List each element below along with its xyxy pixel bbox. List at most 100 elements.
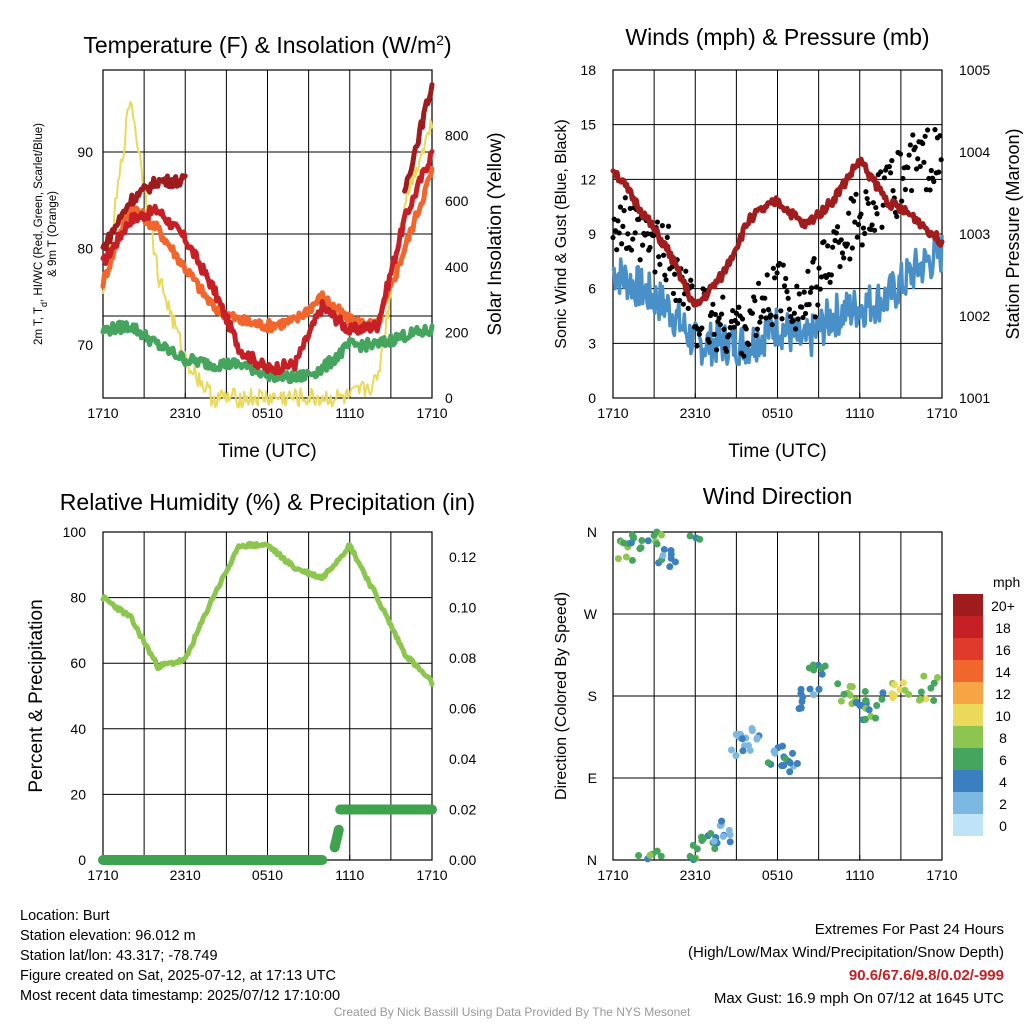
wind-gust-point: [615, 218, 621, 224]
wind-y2tick-label: 1003: [959, 226, 990, 242]
wind-gust-point: [730, 308, 736, 314]
wind-ytick-label: 9: [588, 226, 596, 242]
wind-gust-point: [926, 175, 932, 182]
wind-ytick-label: 3: [588, 335, 596, 351]
wind-gust-point: [774, 270, 780, 276]
wind-gust-point: [794, 283, 800, 289]
wind-gust-point: [833, 230, 839, 236]
wind-gust-point: [739, 316, 746, 322]
wind-gust-point: [825, 243, 831, 249]
wind-gust-point: [779, 316, 785, 322]
dir-point: [922, 695, 930, 703]
dir-point: [628, 556, 636, 564]
dir-point: [878, 695, 886, 703]
rh-ytick-label: 0: [78, 852, 86, 868]
dir-panel-xtick-label: 1710: [926, 867, 957, 883]
dir-point: [915, 696, 923, 704]
dir-point: [726, 838, 734, 846]
legend-label: 2: [999, 796, 1007, 812]
legend-label: 20+: [991, 598, 1015, 614]
dir-point: [890, 691, 898, 699]
legend-swatch: [953, 792, 983, 814]
wind-gust-point: [796, 291, 802, 297]
wind-gust-point: [791, 310, 797, 316]
legend-swatch: [953, 726, 983, 748]
legend-label: 16: [995, 642, 1011, 658]
dir-panel-xtick-label: 2310: [680, 867, 711, 883]
dir-point: [934, 674, 942, 682]
wind-gust-point: [858, 211, 864, 217]
wind-gust-point: [807, 289, 814, 295]
wind-gust-point: [801, 289, 807, 295]
wind-gust-point: [799, 304, 805, 310]
wind-gust-point: [928, 167, 934, 174]
wind-gust-point: [907, 142, 913, 148]
wind-gust-point: [712, 311, 719, 318]
wind-gust-point: [847, 256, 853, 262]
wind-gust-point: [721, 326, 727, 332]
dir-ytick-label: E: [588, 770, 597, 786]
temp-panel-xtick-label: 0510: [252, 405, 283, 421]
temp-panel-xtick-label: 1710: [416, 405, 447, 421]
dir-point: [671, 558, 679, 566]
wind-gust-point: [827, 279, 833, 285]
wind-gust-point: [786, 306, 793, 312]
dir-point: [710, 837, 718, 845]
dir-point: [861, 715, 869, 723]
wind-gust-point: [651, 232, 657, 239]
wind-gust-point: [610, 234, 616, 241]
dir-point: [686, 852, 694, 860]
wind-gust-point: [863, 189, 869, 195]
wind-series-station-pressure: [610, 156, 945, 308]
dir-point: [653, 540, 661, 548]
wind-gust-point: [871, 227, 878, 233]
legend-label: 10: [995, 708, 1011, 724]
wind-gust-point: [894, 213, 900, 220]
wind-gust-point: [830, 244, 836, 250]
wind-gust-point: [860, 225, 867, 231]
dir-point: [646, 851, 654, 859]
wind-gust-point: [664, 234, 670, 240]
legend-label: 12: [995, 686, 1011, 702]
wind-gust-point: [662, 272, 668, 278]
wind-gust-point: [677, 297, 683, 304]
wind-gust-point: [669, 264, 675, 270]
dir-point: [686, 532, 694, 540]
wind-gust-point: [770, 265, 776, 271]
wind-ytick-label: 12: [580, 171, 596, 187]
rh-ytick-label: 60: [70, 655, 86, 671]
wind-gust-point: [762, 295, 768, 301]
wind-gust-point: [816, 265, 822, 271]
legend-swatch: [953, 638, 983, 660]
dir-point: [698, 833, 706, 841]
rh-ytick-label: 100: [63, 524, 87, 540]
temp-y2label: Solar Insolation (Yellow): [485, 132, 506, 335]
wind-gust-point: [768, 312, 774, 318]
dir-point: [818, 670, 826, 678]
wind-gust-point: [828, 272, 834, 278]
temp-panel-xtick-label: 1710: [87, 405, 118, 421]
dir-point: [786, 768, 794, 776]
wind-gust-point: [932, 127, 938, 133]
wind-gust-point: [855, 222, 862, 228]
rh-series-relative-humidity: [100, 540, 435, 687]
dir-point: [627, 539, 635, 547]
temp-ytick-label: 90: [77, 144, 93, 160]
wind-ytick-label: 15: [580, 117, 596, 133]
legend-label: 8: [999, 730, 1007, 746]
wind-gust-point: [637, 257, 643, 263]
dir-point: [810, 691, 818, 699]
wind-gust-point: [700, 286, 706, 292]
legend-swatch: [953, 682, 983, 704]
rh-y2tick-label: 0.02: [449, 802, 476, 818]
dir-point: [732, 752, 740, 760]
wind-gust-point: [758, 314, 764, 320]
dir-point: [818, 664, 826, 672]
dir-point: [718, 817, 726, 825]
wind-gust-point: [915, 156, 921, 162]
wind-gust-point: [720, 294, 726, 300]
legend-swatch: [953, 594, 983, 616]
wind-gust-point: [696, 331, 702, 337]
legend-label: 6: [999, 752, 1007, 768]
wind-gust-point: [927, 187, 933, 193]
